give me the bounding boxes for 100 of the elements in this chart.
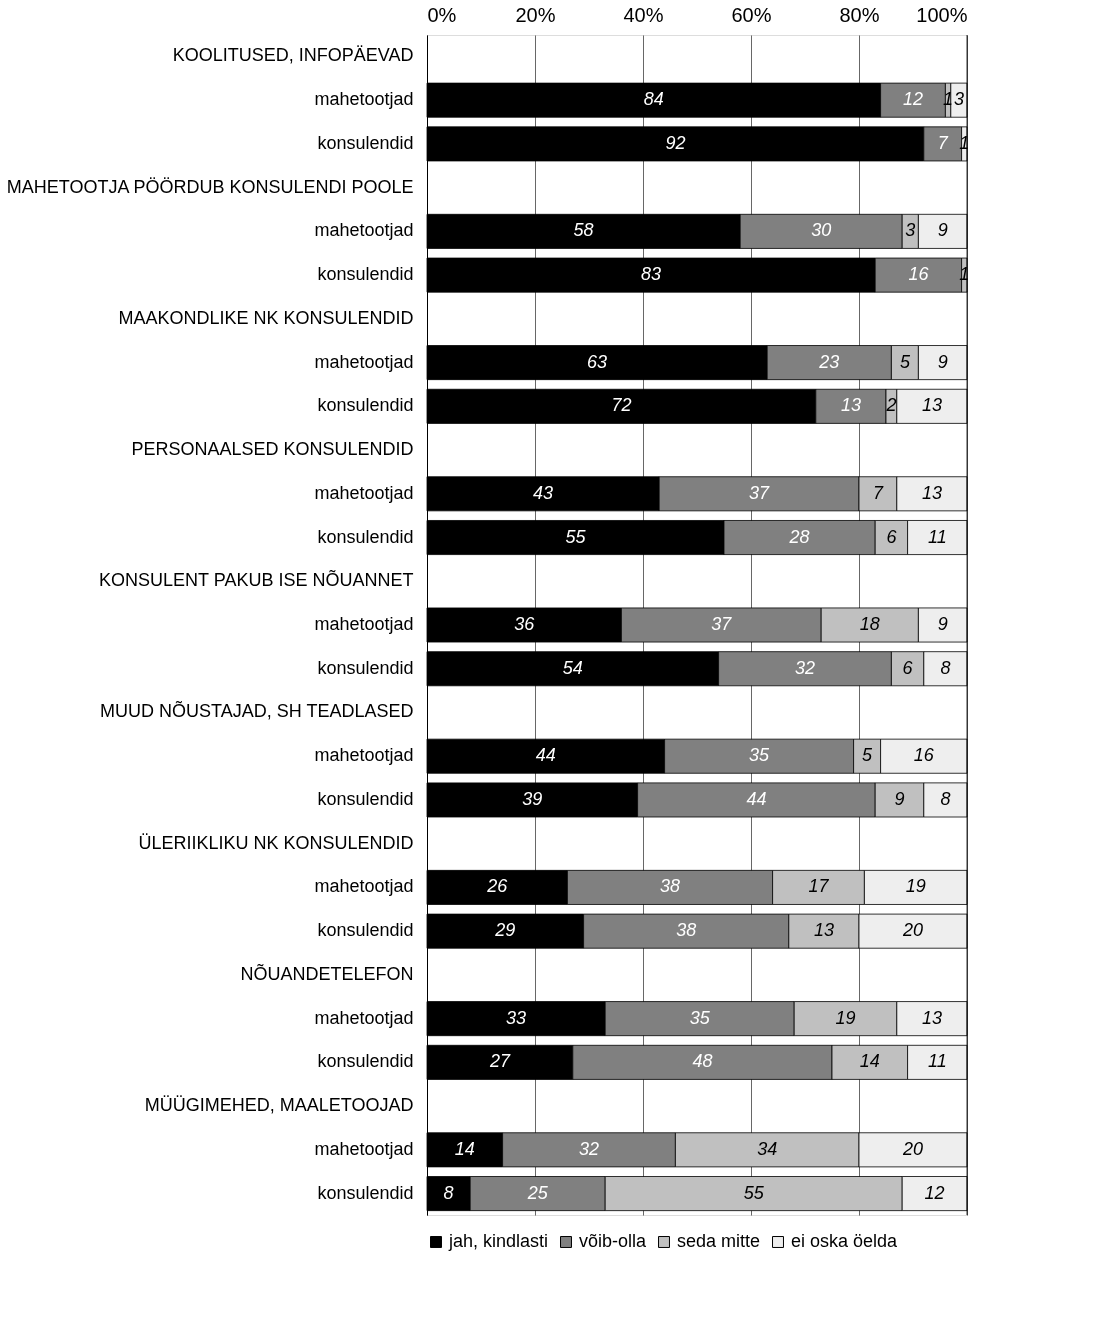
y-tick-label: NÕUANDETELEFON [240, 962, 414, 984]
y-tick-label: mahetootjad [314, 351, 414, 372]
data-label: 43 [533, 482, 554, 503]
y-tick-label: konsulendid [317, 1051, 414, 1072]
data-label: 8 [443, 1182, 454, 1203]
y-tick-label: KONSULENT PAKUB ISE NÕUANNET [99, 569, 414, 591]
y-tick-label: MAHETOOTJA PÖÖRDUB KONSULENDI POOLE [6, 176, 414, 197]
data-label: 7 [872, 482, 884, 503]
x-tick-label: 80% [839, 3, 880, 26]
data-label: 9 [894, 788, 905, 809]
x-tick-label: 40% [623, 3, 664, 26]
data-label: 13 [813, 920, 834, 941]
data-label: 13 [921, 1007, 942, 1028]
legend-label: ei oska öelda [791, 1231, 899, 1251]
data-label: 16 [908, 264, 930, 285]
data-label: 9 [937, 614, 948, 634]
data-label: 32 [794, 657, 816, 678]
data-label: 11 [927, 526, 947, 547]
y-tick-label: konsulendid [317, 657, 414, 678]
data-label: 38 [659, 876, 681, 897]
data-label: 27 [488, 1051, 511, 1072]
data-label: 8 [940, 788, 951, 809]
data-label: 20 [901, 920, 924, 941]
y-tick-label: MAAKONDLIKE NK KONSULENDID [118, 307, 414, 328]
y-tick-label: KOOLITUSED, INFOPÄEVAD [172, 45, 414, 66]
data-label: 13 [921, 482, 942, 503]
y-tick-label: PERSONAALSED KONSULENDID [131, 439, 414, 460]
x-tick-label: 20% [515, 3, 556, 26]
data-label: 55 [565, 526, 587, 547]
data-label: 6 [886, 526, 898, 547]
data-label: 7 [937, 132, 949, 153]
data-label: 13 [840, 395, 861, 416]
data-label: 26 [486, 876, 509, 897]
y-tick-label: mahetootjad [314, 614, 414, 634]
y-tick-label: mahetootjad [314, 482, 414, 503]
y-tick-label: konsulendid [317, 788, 414, 809]
y-tick-label: mahetootjad [314, 1138, 414, 1159]
data-label: 20 [901, 1138, 924, 1159]
data-label: 35 [749, 745, 771, 766]
x-tick-label: 100% [916, 3, 968, 26]
data-label: 37 [711, 614, 733, 634]
y-tick-label: mahetootjad [314, 745, 414, 766]
data-label: 23 [818, 351, 840, 372]
data-label: 25 [526, 1182, 549, 1203]
y-tick-label: mahetootjad [314, 876, 414, 897]
data-label: 8 [940, 657, 951, 678]
y-tick-label: mahetootjad [314, 1007, 414, 1028]
y-tick-label: konsulendid [317, 264, 414, 285]
data-label: 37 [749, 482, 771, 503]
data-label: 55 [743, 1182, 765, 1203]
data-label: 44 [746, 788, 767, 809]
y-tick-label: konsulendid [317, 395, 414, 416]
data-label: 1 [959, 132, 970, 153]
data-label: 48 [692, 1051, 713, 1072]
data-label: 28 [788, 526, 810, 547]
y-tick-label: mahetootjad [314, 89, 414, 110]
data-label: 11 [927, 1051, 947, 1072]
legend-label: seda mitte [677, 1231, 761, 1251]
y-tick-label: konsulendid [317, 920, 414, 941]
legend-label: jah, kindlasti [448, 1231, 549, 1251]
data-label: 63 [587, 351, 608, 372]
x-tick-label: 60% [731, 3, 772, 26]
data-label: 14 [859, 1051, 880, 1072]
data-label: 72 [611, 395, 632, 416]
y-tick-label: konsulendid [317, 526, 414, 547]
data-label: 14 [454, 1138, 475, 1159]
data-label: 29 [494, 920, 516, 941]
data-label: 3 [905, 220, 916, 241]
data-label: 92 [665, 132, 686, 153]
data-label: 83 [641, 264, 662, 285]
y-tick-label: MUUD NÕUSTAJAD, SH TEADLASED [100, 700, 414, 722]
data-label: 35 [689, 1007, 711, 1028]
data-label: 9 [937, 351, 948, 372]
data-label: 33 [506, 1007, 527, 1028]
data-label: 6 [902, 657, 914, 678]
y-tick-label: MÜÜGIMEHED, MAALETOOJAD [144, 1095, 414, 1116]
x-tick-label: 0% [427, 3, 457, 26]
data-label: 44 [535, 745, 556, 766]
data-label: 54 [562, 657, 583, 678]
y-tick-label: mahetootjad [314, 220, 414, 241]
data-label: 38 [676, 920, 697, 941]
legend-label: võib-olla [579, 1231, 648, 1251]
data-label: 30 [811, 220, 832, 241]
data-label: 18 [859, 614, 880, 634]
data-label: 39 [522, 788, 543, 809]
data-label: 12 [902, 89, 924, 110]
data-label: 3 [953, 89, 964, 110]
data-label: 58 [573, 220, 594, 241]
data-label: 9 [937, 220, 948, 241]
data-label: 19 [835, 1007, 856, 1028]
data-label: 16 [913, 745, 935, 766]
y-tick-label: konsulendid [317, 1182, 414, 1203]
data-label: 5 [899, 351, 911, 372]
data-label: 36 [514, 614, 536, 634]
data-label: 17 [808, 876, 830, 897]
data-label: 13 [921, 395, 942, 416]
data-label: 32 [578, 1138, 600, 1159]
data-label: 19 [905, 876, 926, 897]
data-label: 5 [862, 745, 874, 766]
data-label: 12 [924, 1182, 945, 1203]
